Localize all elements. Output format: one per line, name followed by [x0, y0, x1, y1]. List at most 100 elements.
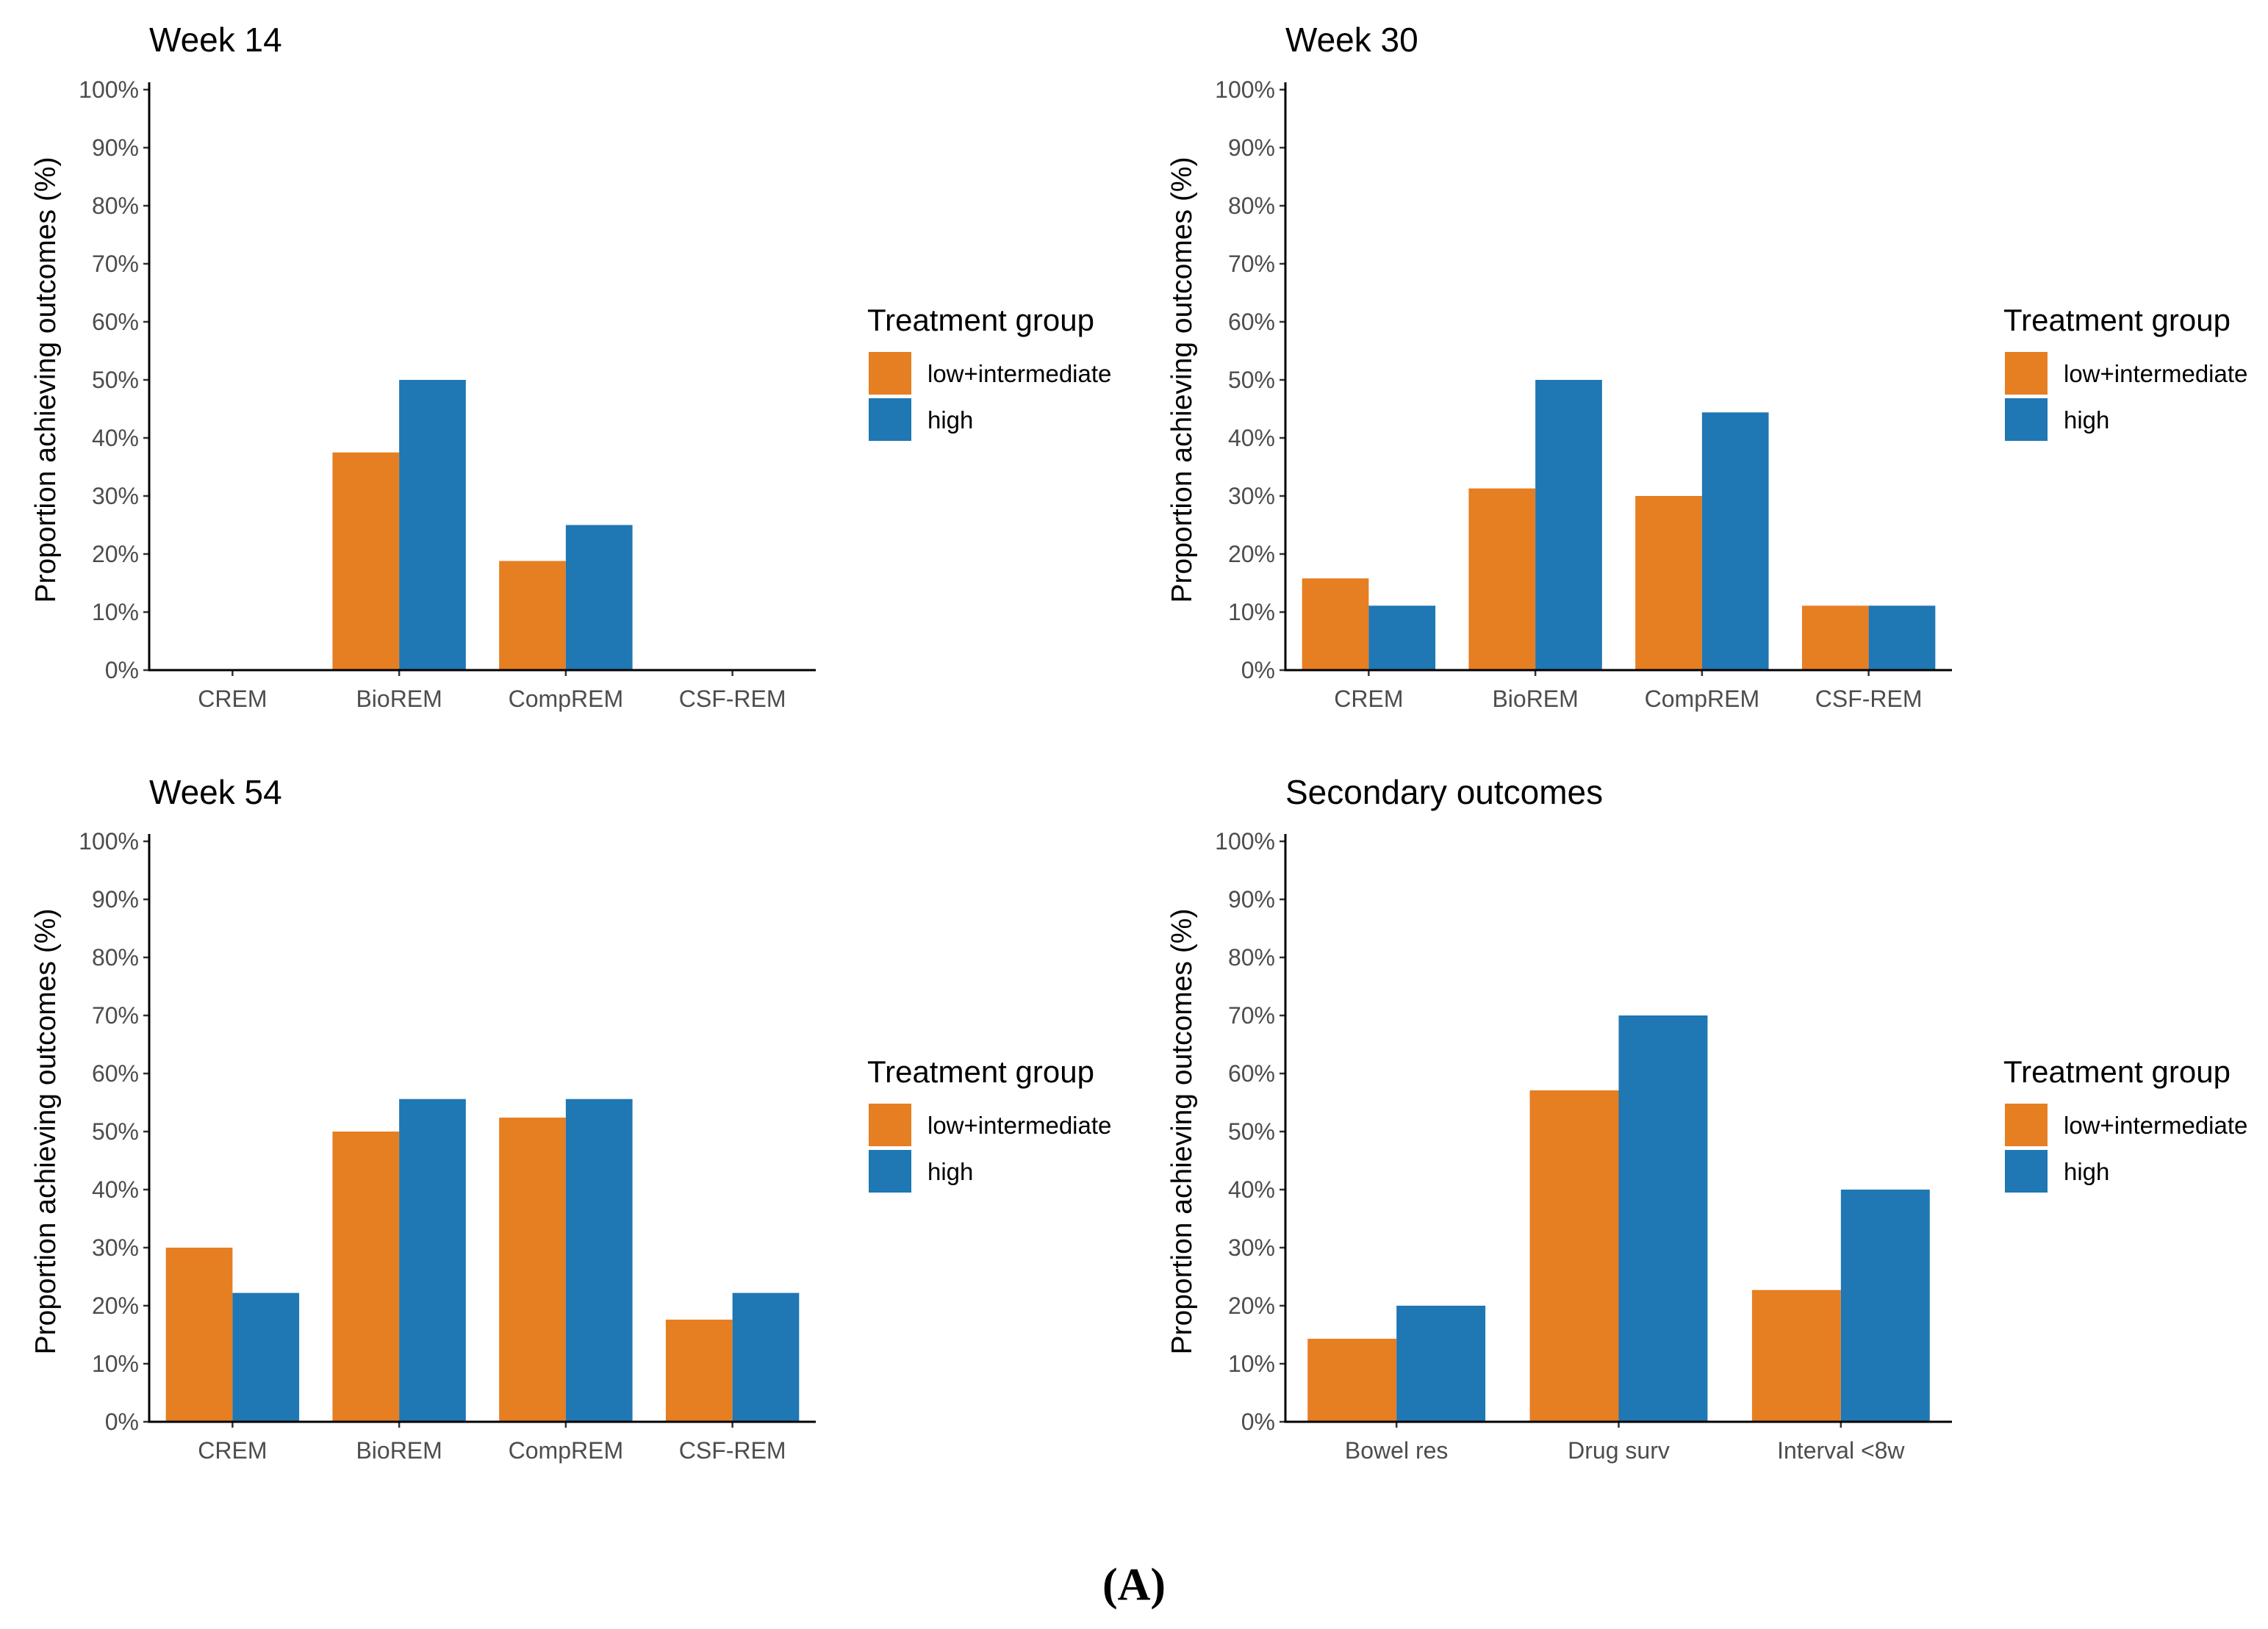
bar-high: [232, 1292, 300, 1422]
y-axis-label: Proportion achieving outcomes (%): [1166, 909, 1198, 1355]
y-tick-label: 10%: [1228, 599, 1275, 625]
chart-panel-2: Week 30 0% 10% 20% 30% 40% 50% 60% 70% 80% 90% 100%…: [1166, 21, 2247, 712]
bar-high: [1868, 605, 1936, 670]
legend-swatch-low-intermediate: [869, 352, 911, 395]
y-tick-label: 0%: [1241, 657, 1275, 683]
legend-label: low+intermediate: [2064, 1112, 2247, 1139]
y-tick-label: 90%: [1228, 886, 1275, 913]
bar-low-intermediate: [1307, 1339, 1397, 1422]
bar-high: [1368, 605, 1436, 670]
x-tick-label: Bowel res: [1345, 1437, 1449, 1464]
y-tick-label: 30%: [92, 1234, 139, 1261]
y-tick-label: 40%: [92, 1176, 139, 1203]
bar-low-intermediate: [165, 1248, 233, 1422]
y-tick-label: 40%: [92, 425, 139, 451]
legend-label: low+intermediate: [927, 1112, 1111, 1139]
legend-swatch-high: [869, 398, 911, 441]
chart-panel-3: Week 54 0% 10% 20% 30% 40% 50% 60% 70% 80% 90% 100%…: [30, 773, 1111, 1464]
x-tick-label: Interval <8w: [1777, 1437, 1905, 1464]
y-tick-label: 70%: [92, 251, 139, 277]
y-tick-label: 60%: [1228, 1060, 1275, 1087]
bar-low-intermediate: [1751, 1290, 1841, 1422]
y-axis-label: Proportion achieving outcomes (%): [30, 909, 62, 1355]
bar-high: [565, 525, 633, 670]
x-tick-label: CREM: [198, 686, 267, 712]
legend-swatch-high: [2005, 398, 2048, 441]
x-tick-label: CSF-REM: [1815, 686, 1923, 712]
y-tick-label: 30%: [1228, 483, 1275, 509]
bar-low-intermediate: [1801, 605, 1869, 670]
y-tick-label: 40%: [1228, 1176, 1275, 1203]
x-tick-label: Drug surv: [1568, 1437, 1670, 1464]
y-tick-label: 60%: [1228, 309, 1275, 335]
bar-high: [1396, 1306, 1486, 1422]
y-tick-label: 90%: [1228, 134, 1275, 161]
y-tick-label: 80%: [1228, 944, 1275, 971]
x-tick-label: CREM: [1334, 686, 1403, 712]
legend-label: high: [2064, 406, 2109, 434]
y-tick-label: 10%: [1228, 1351, 1275, 1377]
legend-title: Treatment group: [867, 1054, 1094, 1089]
y-tick-label: 50%: [92, 1118, 139, 1145]
legend-swatch-high: [869, 1150, 911, 1193]
bar-low-intermediate: [1529, 1090, 1619, 1422]
y-tick-label: 50%: [1228, 1118, 1275, 1145]
x-tick-label: CREM: [198, 1437, 267, 1464]
y-tick-label: 50%: [92, 367, 139, 393]
bar-high: [1840, 1190, 1930, 1422]
y-tick-label: 100%: [1215, 828, 1275, 855]
x-tick-label: BioREM: [1492, 686, 1578, 712]
y-tick-label: 90%: [92, 134, 139, 161]
bar-high: [1535, 380, 1602, 670]
bar-high: [732, 1292, 800, 1422]
legend-title: Treatment group: [867, 303, 1094, 337]
x-tick-label: BioREM: [356, 1437, 442, 1464]
bar-low-intermediate: [665, 1319, 733, 1422]
bar-high: [1701, 412, 1769, 670]
y-tick-label: 40%: [1228, 425, 1275, 451]
y-tick-label: 100%: [1215, 76, 1275, 103]
legend-swatch-high: [2005, 1150, 2048, 1193]
y-tick-label: 20%: [92, 1292, 139, 1319]
y-axis-label: Proportion achieving outcomes (%): [30, 157, 62, 603]
y-tick-label: 100%: [79, 76, 139, 103]
bar-low-intermediate: [1468, 488, 1536, 670]
legend-label: high: [2064, 1158, 2109, 1185]
y-tick-label: 10%: [92, 599, 139, 625]
y-tick-label: 20%: [1228, 1292, 1275, 1319]
bar-low-intermediate: [499, 1118, 566, 1422]
bar-high: [1618, 1015, 1708, 1422]
legend-title: Treatment group: [2003, 303, 2231, 337]
chart-title: Week 54: [149, 773, 282, 811]
bar-low-intermediate: [1302, 578, 1369, 670]
y-tick-label: 20%: [92, 541, 139, 567]
y-tick-label: 70%: [1228, 251, 1275, 277]
y-tick-label: 70%: [1228, 1002, 1275, 1029]
legend-label: high: [927, 1158, 973, 1185]
x-tick-label: CSF-REM: [679, 686, 786, 712]
y-tick-label: 60%: [92, 309, 139, 335]
y-tick-label: 60%: [92, 1060, 139, 1087]
bar-low-intermediate: [499, 561, 566, 670]
chart-title: Week 14: [149, 21, 282, 59]
legend-swatch-low-intermediate: [2005, 352, 2048, 395]
chart-title: Week 30: [1285, 21, 1418, 59]
x-tick-label: BioREM: [356, 686, 442, 712]
chart-panel-1: Week 14 0% 10% 20% 30% 40% 50% 60% 70% 80% 90% 100%…: [30, 21, 1111, 712]
legend-swatch-low-intermediate: [869, 1104, 911, 1146]
y-tick-label: 80%: [92, 944, 139, 971]
y-tick-label: 30%: [1228, 1234, 1275, 1261]
bar-high: [399, 380, 466, 670]
y-tick-label: 70%: [92, 1002, 139, 1029]
y-tick-label: 20%: [1228, 541, 1275, 567]
chart-panel-4: Secondary outcomes 0% 10% 20% 30% 40% 50% 60% 70…: [1166, 773, 2247, 1464]
chart-title: Secondary outcomes: [1285, 773, 1603, 811]
bar-low-intermediate: [332, 1132, 400, 1422]
bar-high: [399, 1098, 466, 1422]
y-tick-label: 50%: [1228, 367, 1275, 393]
x-tick-label: CompREM: [1645, 686, 1759, 712]
y-tick-label: 90%: [92, 886, 139, 913]
legend-swatch-low-intermediate: [2005, 1104, 2048, 1146]
y-axis-label: Proportion achieving outcomes (%): [1166, 157, 1198, 603]
